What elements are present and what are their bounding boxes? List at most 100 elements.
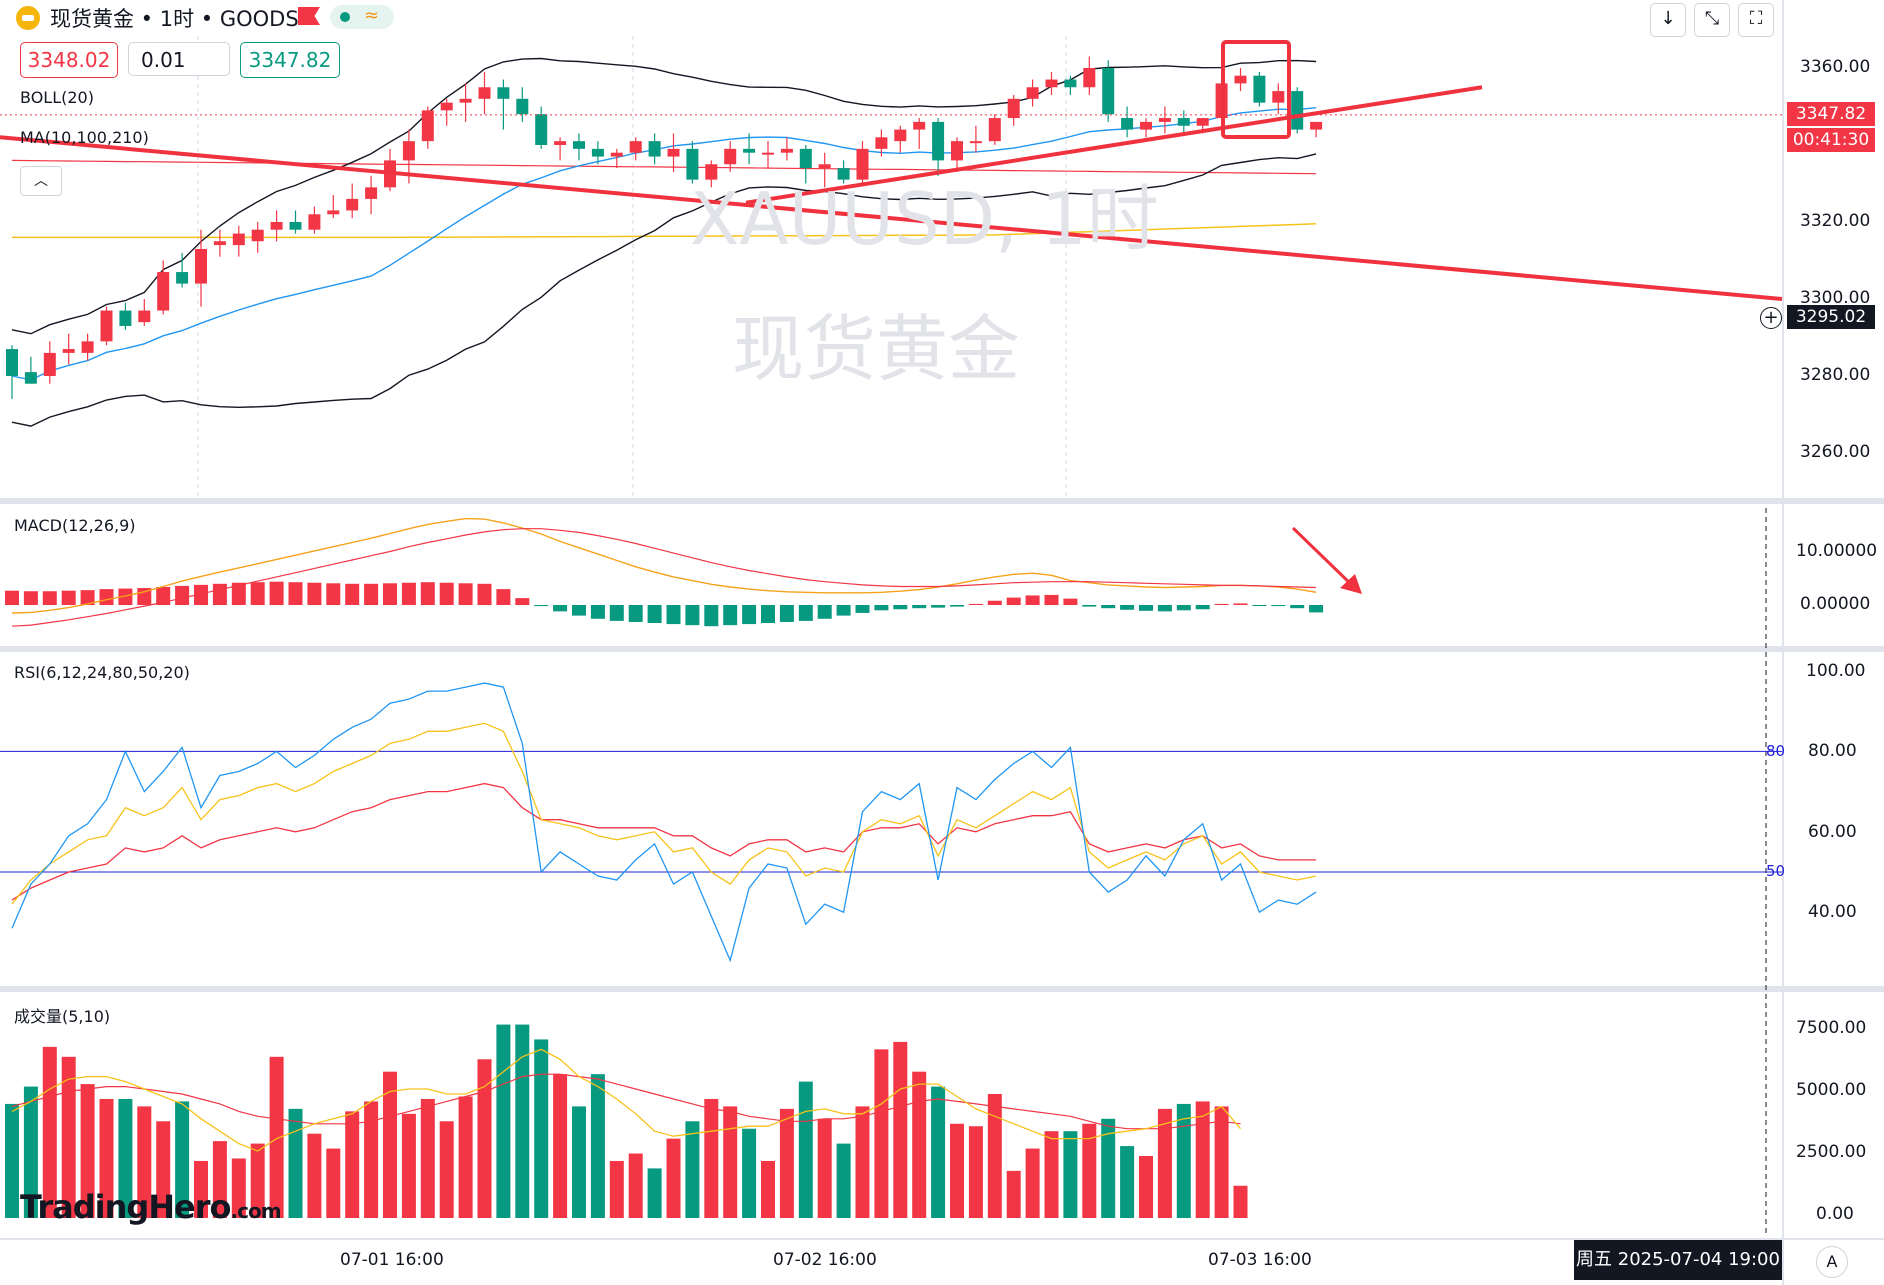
macd-histogram-bar[interactable] [42,591,57,605]
volume-bar[interactable] [1176,1103,1191,1218]
candle-body[interactable] [988,118,1001,142]
volume-bar[interactable] [439,1121,454,1218]
candle-body[interactable] [308,214,321,230]
macd-histogram-bar[interactable] [1025,595,1040,605]
macd-histogram-bar[interactable] [609,605,624,621]
volume-bar[interactable] [1214,1106,1229,1218]
candle-body[interactable] [856,148,869,180]
macd-histogram-bar[interactable] [1006,597,1021,605]
sell-price-button[interactable]: 3348.02 [20,42,118,78]
rsi-title[interactable]: RSI(6,12,24,80,50,20) [14,663,190,682]
macd-histogram-bar[interactable] [307,582,322,605]
macd-histogram-bar[interactable] [817,605,832,619]
macd-histogram-bar[interactable] [1271,605,1286,607]
macd-histogram-bar[interactable] [950,605,964,607]
candle-body[interactable] [43,352,56,376]
volume-bar[interactable] [250,1143,265,1218]
volume-bar[interactable] [855,1106,870,1218]
candle-body[interactable] [837,168,850,180]
volume-bar[interactable] [118,1098,133,1218]
candle-body[interactable] [1026,87,1039,99]
macd-histogram-bar[interactable] [779,605,794,622]
volume-bar[interactable] [893,1041,908,1218]
macd-histogram-bar[interactable] [968,603,983,605]
volume-bar[interactable] [99,1098,114,1218]
candle-body[interactable] [1102,68,1115,115]
macd-histogram-bar[interactable] [383,583,397,605]
macd-histogram-bar[interactable] [704,605,719,627]
volume-bar[interactable] [1082,1123,1097,1218]
volume-bar[interactable] [175,1101,190,1218]
macd-histogram-bar[interactable] [326,583,341,605]
volume-bar[interactable] [761,1160,775,1218]
volume-bar[interactable] [515,1024,530,1218]
market-status-icon[interactable]: ≈ [330,5,394,29]
volume-bar[interactable] [836,1143,851,1218]
fullscreen-icon[interactable]: ⛶ [1738,3,1774,37]
macd-histogram-bar[interactable] [590,605,605,619]
red-flag-icon[interactable] [298,7,320,25]
volume-bar[interactable] [156,1121,171,1218]
macd-histogram-bar[interactable] [1082,605,1097,607]
macd-histogram-bar[interactable] [515,598,530,605]
volume-bar[interactable] [288,1108,303,1218]
candle-body[interactable] [818,164,831,169]
macd-histogram-bar[interactable] [1063,598,1078,605]
ma-indicator-label[interactable]: MA(10,100,210) [20,128,149,147]
add-alert-icon[interactable]: + [1760,307,1782,329]
macd-histogram-bar[interactable] [118,588,133,605]
volume-bar[interactable] [572,1106,586,1218]
candle-body[interactable] [402,141,415,161]
volume-bar[interactable] [212,1141,227,1218]
candle-body[interactable] [1007,98,1020,119]
macd-histogram-bar[interactable] [99,589,114,605]
candle-body[interactable] [1140,121,1152,130]
macd-histogram-bar[interactable] [761,605,775,624]
candle-body[interactable] [213,241,226,246]
candle-body[interactable] [629,141,642,153]
down-arrow-annotation[interactable] [1291,526,1357,590]
volume-bar[interactable] [987,1094,1002,1218]
candle-body[interactable] [459,98,472,103]
candle-body[interactable] [157,272,170,311]
volume-bar[interactable] [1025,1148,1040,1218]
candle-body[interactable] [24,372,37,384]
candle-body[interactable] [1196,118,1209,126]
volume-bar[interactable] [874,1049,889,1218]
macd-histogram-bar[interactable] [874,605,889,611]
pane-separator[interactable] [0,646,1884,652]
volume-panel[interactable] [5,1024,1248,1218]
macd-histogram-bar[interactable] [1120,605,1135,610]
volume-bar[interactable] [950,1123,964,1218]
volume-bar[interactable] [401,1113,416,1218]
candle-body[interactable] [913,121,926,130]
macd-histogram-bar[interactable] [250,582,265,605]
volume-bar[interactable] [647,1168,662,1218]
macd-histogram-bar[interactable] [987,600,1002,605]
buy-price-button[interactable]: 3347.82 [240,42,340,78]
volume-bar[interactable] [231,1158,246,1218]
candle-body[interactable] [648,141,661,157]
macd-histogram-bar[interactable] [364,583,379,605]
candle-body[interactable] [516,98,529,115]
macd-title[interactable]: MACD(12,26,9) [14,516,136,535]
candle-body[interactable] [497,87,510,99]
candle-body[interactable] [951,141,963,161]
volume-bar[interactable] [137,1106,152,1218]
candle-body[interactable] [535,114,548,145]
price-panel[interactable] [0,56,1782,427]
candle-body[interactable] [289,222,302,230]
candle-body[interactable] [1083,68,1096,88]
pane-separator[interactable] [0,498,1884,504]
macd-histogram-bar[interactable] [288,582,303,605]
volume-bar[interactable] [628,1153,643,1218]
volume-bar[interactable] [609,1160,624,1218]
candle-body[interactable] [138,310,151,323]
volume-bar[interactable] [534,1039,549,1218]
rsi-panel[interactable] [0,682,1782,963]
candle-body[interactable] [1310,121,1323,130]
macd-histogram-bar[interactable] [439,582,454,605]
macd-histogram-bar[interactable] [836,605,851,616]
candle-body[interactable] [1253,75,1266,103]
